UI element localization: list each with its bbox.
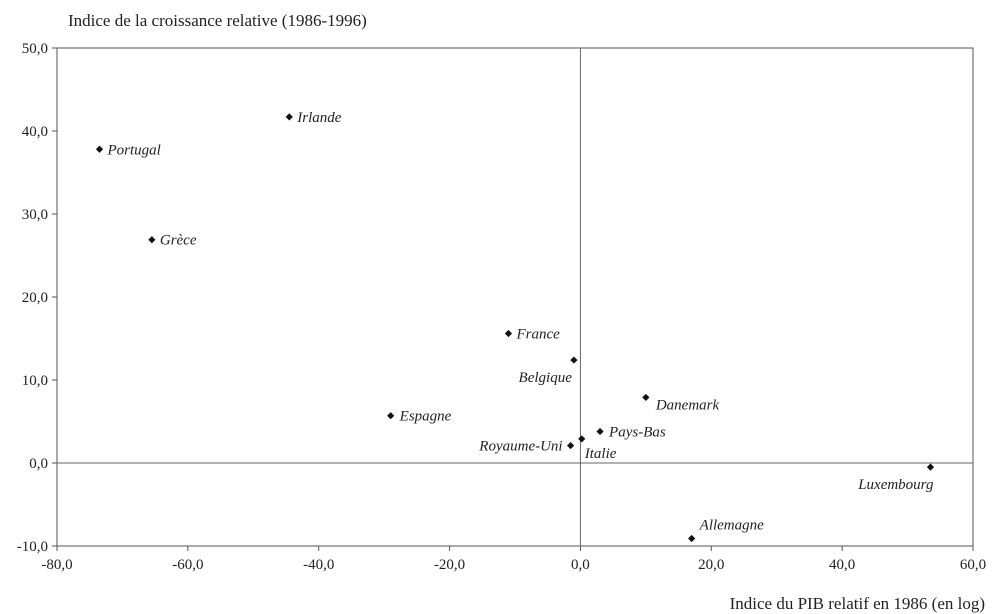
- x-tick-label: 20,0: [698, 557, 724, 573]
- x-tick-label: -60,0: [172, 557, 203, 573]
- point-portugal: [95, 145, 104, 153]
- chart-title: Indice de la croissance relative (1986-1…: [68, 11, 367, 30]
- x-tick-label: 60,0: [960, 557, 986, 573]
- point-france: [504, 329, 513, 338]
- x-tick-label: -20,0: [434, 557, 465, 573]
- point-label-royaume-uni: Royaume-Uni: [478, 439, 562, 455]
- y-axis: 50,0 40,0 30,0 20,0 10,0 0,0 -10,0: [17, 41, 57, 555]
- y-tick-label: 0,0: [29, 456, 48, 472]
- point-grece: [148, 236, 156, 244]
- y-tick-label: 30,0: [22, 207, 48, 223]
- point-belgique: [570, 356, 578, 364]
- point-label-portugal: Portugal: [107, 142, 161, 158]
- y-tick-label: 40,0: [22, 124, 48, 140]
- y-tick-label: -10,0: [17, 539, 48, 555]
- point-label-belgique: Belgique: [519, 370, 573, 386]
- x-tick-label: -80,0: [41, 557, 72, 573]
- point-label-luxembourg: Luxembourg: [857, 477, 934, 493]
- point-italie: [578, 435, 586, 443]
- point-label-grece: Grèce: [160, 233, 197, 249]
- x-axis: -80,0 -60,0 -40,0 -20,0 0,0 20,0 40,0 60,0: [41, 546, 986, 573]
- point-label-pays-bas: Pays-Bas: [608, 424, 666, 440]
- point-pays-bas: [596, 427, 604, 436]
- y-tick-label: 20,0: [22, 290, 48, 306]
- point-espagne: [387, 412, 395, 420]
- y-tick-label: 50,0: [22, 41, 48, 57]
- point-royaume-uni: [567, 441, 575, 450]
- point-label-france: France: [515, 327, 560, 343]
- point-label-italie: Italie: [584, 446, 617, 462]
- point-luxembourg: [926, 463, 935, 471]
- point-irlande: [285, 113, 293, 121]
- point-label-irlande: Irlande: [296, 110, 342, 126]
- plot-frame: [56, 47, 974, 547]
- x-tick-label: -40,0: [303, 557, 334, 573]
- data-points: Irlande Portugal Grèce France Belgique Danema…: [95, 110, 935, 543]
- point-allemagne: [688, 534, 696, 543]
- point-danemark: [642, 393, 650, 402]
- x-tick-label: 40,0: [829, 557, 855, 573]
- y-tick-label: 10,0: [22, 373, 48, 389]
- point-label-allemagne: Allemagne: [699, 518, 764, 534]
- x-axis-label: Indice du PIB relatif en 1986 (en log): [730, 594, 985, 613]
- x-tick-label: 0,0: [571, 557, 590, 573]
- point-label-danemark: Danemark: [655, 397, 720, 413]
- point-label-espagne: Espagne: [399, 409, 452, 425]
